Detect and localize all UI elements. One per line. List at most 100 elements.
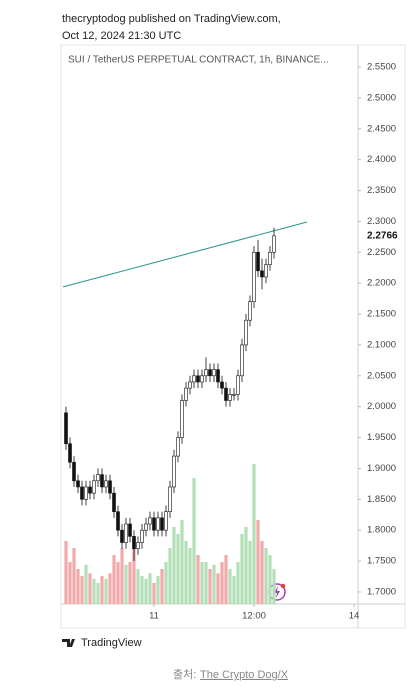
y-tick-label: 1.8500 <box>367 494 396 505</box>
candle-body <box>104 480 108 488</box>
candle-body <box>96 474 100 482</box>
volume-bar <box>68 562 72 604</box>
candle-body <box>136 542 140 550</box>
volume-bar <box>160 569 164 604</box>
volume-bar <box>188 548 192 604</box>
candle-body <box>184 387 188 401</box>
volume-bar <box>244 527 248 604</box>
volume-bar <box>228 569 232 604</box>
candle-body <box>152 517 156 531</box>
volume-bar <box>112 555 116 604</box>
candle-body <box>208 369 212 377</box>
candle-body <box>80 486 84 500</box>
y-tick-label: 1.7000 <box>367 586 396 597</box>
candle-body <box>68 443 72 463</box>
candle-body <box>260 270 264 278</box>
candle-body <box>64 412 68 445</box>
volume-bar <box>252 464 256 604</box>
candle-body <box>220 381 224 389</box>
volume-bar <box>140 576 144 604</box>
y-tick-label: 2.1500 <box>367 309 396 320</box>
candle-body <box>100 474 104 488</box>
x-tick-label: 12:00 <box>242 611 266 622</box>
volume-bar <box>192 478 196 604</box>
trendline <box>62 221 308 288</box>
volume-bar <box>180 520 184 604</box>
y-tick-label: 1.9500 <box>367 432 396 443</box>
candle-body <box>108 480 112 494</box>
volume-bar <box>88 573 92 604</box>
tradingview-logo <box>62 639 75 647</box>
volume-bar <box>96 583 100 604</box>
candle-body <box>172 455 176 488</box>
candle-body <box>124 523 128 543</box>
candle-body <box>140 529 144 543</box>
candle-body <box>164 511 168 531</box>
source-prefix: 출처: <box>173 668 196 681</box>
volume-bar <box>248 541 252 604</box>
candle-body <box>176 437 180 457</box>
candle-body <box>268 251 272 265</box>
volume-bar <box>200 562 204 604</box>
candle-body <box>160 517 164 531</box>
candle-body <box>180 400 184 438</box>
candle-body <box>112 492 116 512</box>
candle-body <box>188 381 192 389</box>
candle-body <box>196 375 200 383</box>
chart-frame <box>60 44 406 629</box>
candle-body <box>216 369 220 383</box>
candle-body <box>224 387 228 401</box>
candle-body <box>168 486 172 512</box>
volume-bar <box>260 541 264 604</box>
brand: TradingView <box>81 637 142 649</box>
candle-body <box>76 480 80 488</box>
header-line: Oct 12, 2024 21:30 UTC <box>62 30 181 42</box>
volume-bar <box>84 564 88 604</box>
candle-body <box>232 394 236 396</box>
volume-bar <box>272 569 276 604</box>
volume-bar <box>216 573 220 604</box>
volume-bar <box>176 534 180 604</box>
volume-bar <box>108 573 112 604</box>
volume-bar <box>232 576 236 604</box>
volume-bar <box>196 555 200 604</box>
candle-body <box>212 369 216 377</box>
source-link[interactable]: The Crypto Dog/X <box>200 669 289 681</box>
y-tick-label: 2.5500 <box>367 62 396 73</box>
header-line: thecryptodog published on TradingView.co… <box>62 13 281 25</box>
volume-bar <box>220 562 224 604</box>
candle-body <box>116 511 120 531</box>
y-tick-label: 2.4000 <box>367 154 396 165</box>
candle-body <box>228 394 232 401</box>
candle-body <box>240 344 244 377</box>
volume-bar <box>156 576 160 604</box>
candle-body <box>204 369 208 377</box>
candle-body <box>88 486 92 494</box>
y-tick-label: 2.0500 <box>367 370 396 381</box>
volume-bar <box>164 562 168 604</box>
y-tick-label: 2.2500 <box>367 247 396 258</box>
volume-bar <box>172 527 176 604</box>
volume-bar <box>144 578 148 604</box>
candle-body <box>256 251 260 272</box>
volume-bar <box>76 569 80 604</box>
volume-bar <box>72 548 76 604</box>
volume-bar <box>128 562 132 604</box>
volume-bar <box>120 548 124 604</box>
chart-title: SUI / TetherUS PERPETUAL CONTRACT, 1h, B… <box>68 55 329 66</box>
volume-bar <box>204 562 208 604</box>
volume-bar <box>80 576 84 604</box>
candle-body <box>236 375 240 395</box>
candle-body <box>156 517 160 531</box>
candle-body <box>132 536 136 550</box>
volume-bar <box>256 520 260 604</box>
volume-bar <box>64 541 68 604</box>
candle-body <box>272 235 276 253</box>
x-tick-label: 14 <box>349 611 360 622</box>
candle-body <box>200 375 204 383</box>
volume-bar <box>152 583 156 604</box>
candle-body <box>144 523 148 531</box>
candle-body <box>244 319 248 346</box>
y-tick-label: 2.2000 <box>367 278 396 289</box>
